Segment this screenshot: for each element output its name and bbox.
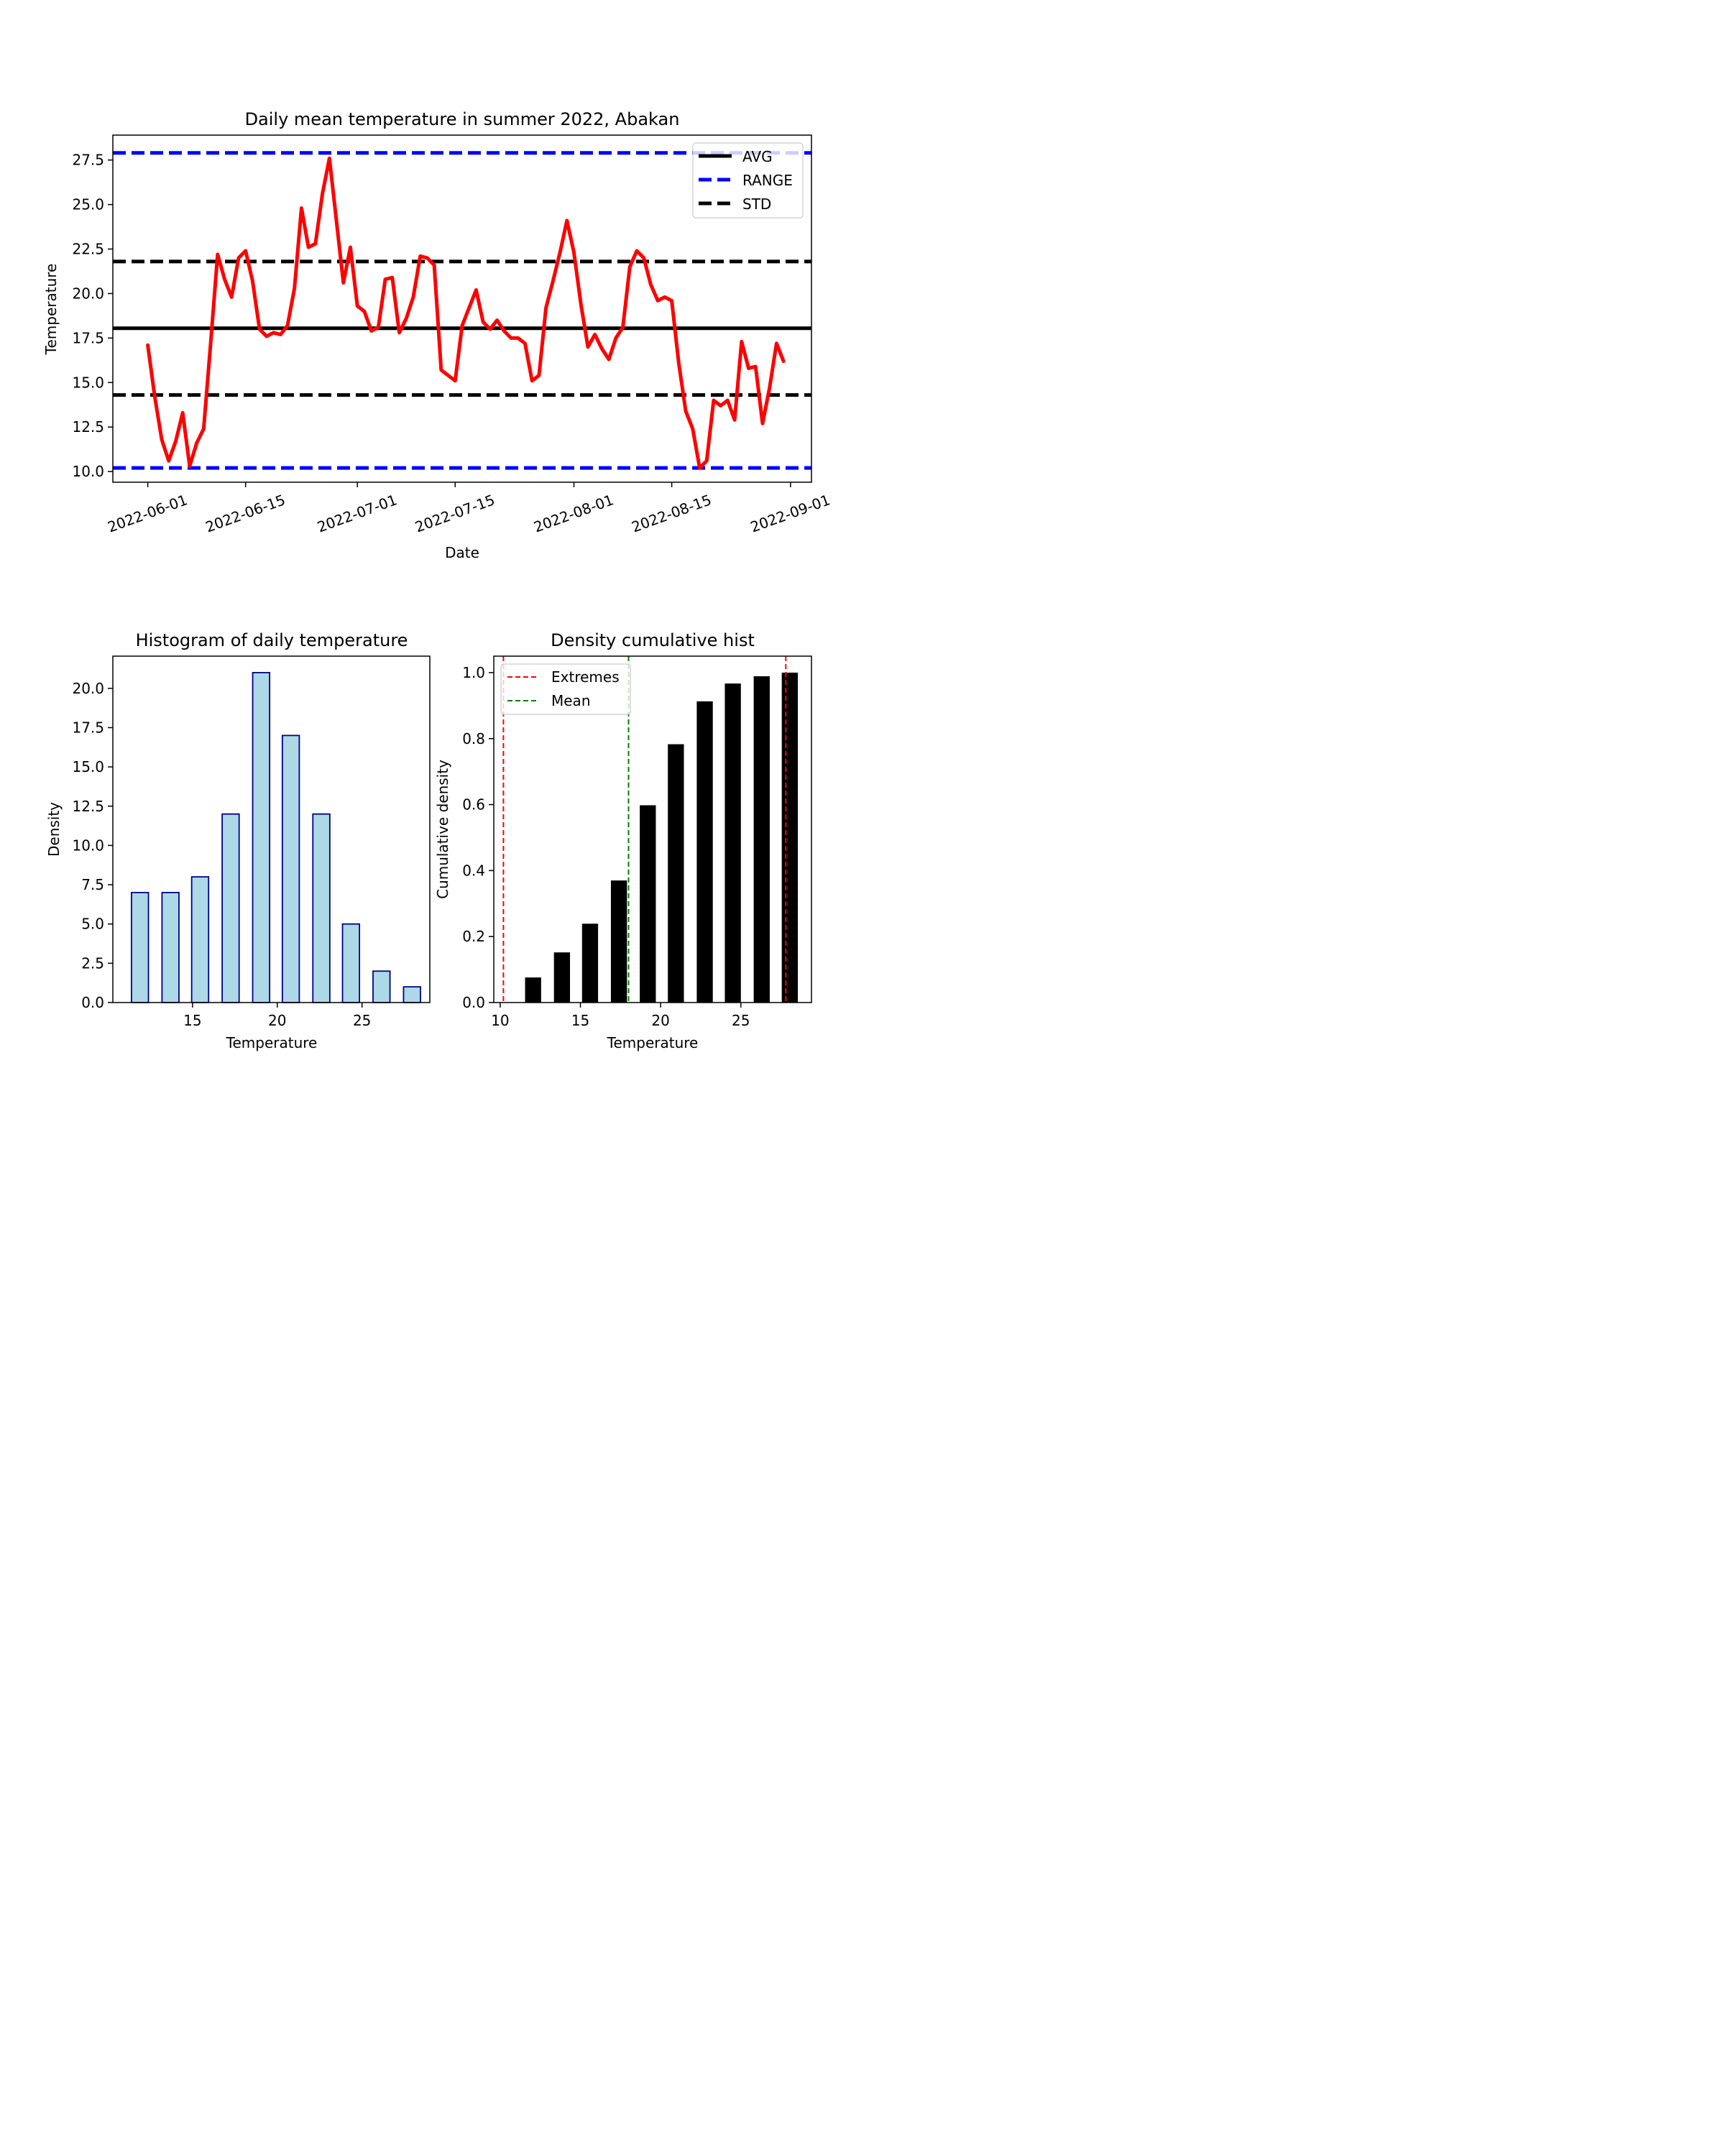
- cumulative-bar: [696, 701, 713, 1003]
- y-tick-label: 10.0: [72, 463, 104, 480]
- y-tick-label: 1.0: [462, 664, 485, 681]
- x-tick-label: 20: [651, 1012, 669, 1029]
- y-tick-label: 15.0: [72, 758, 104, 775]
- x-tick-label: 15: [571, 1012, 589, 1029]
- cumulative-bar: [525, 977, 541, 1003]
- histogram-bar: [131, 892, 150, 1003]
- histogram-bar: [372, 970, 391, 1003]
- y-tick-label: 10.0: [72, 837, 104, 854]
- cumulative-bar: [640, 805, 656, 1003]
- legend-mean-label: Mean: [551, 692, 591, 709]
- cumulative-bar: [724, 683, 741, 1003]
- line-chart-plot-area: [112, 134, 812, 483]
- cumulative-bar: [781, 672, 799, 1003]
- legend-range-label: RANGE: [742, 172, 793, 189]
- histogram-ylabel: Density: [45, 802, 63, 857]
- histogram-bar: [190, 876, 210, 1003]
- y-tick-label: 17.5: [72, 719, 104, 736]
- y-tick-label: 27.5: [72, 152, 104, 169]
- histogram-bar: [402, 986, 421, 1003]
- cumulative-bar: [753, 676, 770, 1003]
- cumulative-bar: [553, 952, 571, 1003]
- histogram-chart: Histogram of daily temperature 15 20 25 0.…: [45, 630, 431, 1051]
- x-tick-label: 20: [268, 1012, 286, 1029]
- cumulative-hist-title: Density cumulative hist: [551, 630, 755, 650]
- histogram-plot-area: [112, 655, 431, 1003]
- y-tick-label: 5.0: [81, 916, 104, 933]
- line-chart-xlabel: Date: [445, 544, 479, 561]
- y-tick-label: 20.0: [72, 285, 104, 302]
- line-chart-ylabel: Temperature: [42, 264, 60, 356]
- temperature-series-line: [146, 156, 786, 470]
- histogram-bar: [161, 892, 180, 1003]
- y-tick-label: 12.5: [72, 418, 104, 436]
- x-tick-label: 15: [183, 1012, 201, 1029]
- cumulative-hist-plot-area: [493, 655, 812, 1003]
- y-tick-label: 22.5: [72, 241, 104, 258]
- line-chart-legend: AVG RANGE STD: [692, 142, 804, 218]
- y-tick-label: 0.2: [462, 928, 485, 945]
- cumulative-bar: [668, 744, 684, 1003]
- y-tick-label: 0.0: [81, 994, 104, 1011]
- cumulative-hist-legend: Extremes Mean: [500, 663, 631, 715]
- histogram-bar: [312, 813, 331, 1003]
- cumulative-hist-chart: Density cumulative hist 10 15 20 25 0.0 0.2 0…: [434, 630, 812, 1051]
- y-tick-label: 25.0: [72, 196, 104, 213]
- y-tick-label: 7.5: [81, 876, 104, 893]
- legend-std-label: STD: [742, 195, 771, 213]
- x-tick-label: 25: [353, 1012, 371, 1029]
- histogram-bar: [341, 923, 361, 1003]
- cumulative-bar: [610, 880, 627, 1003]
- y-tick-label: 17.5: [72, 329, 104, 346]
- legend-frame: [692, 142, 804, 218]
- x-tick-label: 25: [732, 1012, 750, 1029]
- cumulative-bar: [581, 923, 599, 1003]
- histogram-bar: [252, 672, 271, 1003]
- y-tick-label: 2.5: [81, 954, 104, 972]
- histogram-xlabel: Temperature: [226, 1034, 318, 1051]
- y-tick-label: 0.0: [462, 994, 485, 1011]
- legend-extremes-label: Extremes: [551, 668, 620, 686]
- cumulative-hist-xlabel: Temperature: [607, 1034, 699, 1051]
- histogram-bar: [281, 734, 300, 1003]
- histogram-bar: [221, 813, 240, 1003]
- y-tick-label: 0.8: [462, 730, 485, 747]
- y-tick-label: 20.0: [72, 680, 104, 697]
- histogram-title: Histogram of daily temperature: [136, 630, 408, 650]
- legend-avg-label: AVG: [742, 148, 773, 165]
- y-tick-label: 12.5: [72, 798, 104, 815]
- x-tick-label: 10: [491, 1012, 509, 1029]
- line-chart-title: Daily mean temperature in summer 2022, A…: [245, 109, 680, 129]
- y-tick-label: 15.0: [72, 374, 104, 391]
- y-tick-label: 0.6: [462, 796, 485, 814]
- figure: Daily mean temperature in summer 2022, A…: [0, 0, 891, 1114]
- cumulative-hist-ylabel: Cumulative density: [434, 760, 451, 899]
- y-tick-label: 0.4: [462, 862, 485, 879]
